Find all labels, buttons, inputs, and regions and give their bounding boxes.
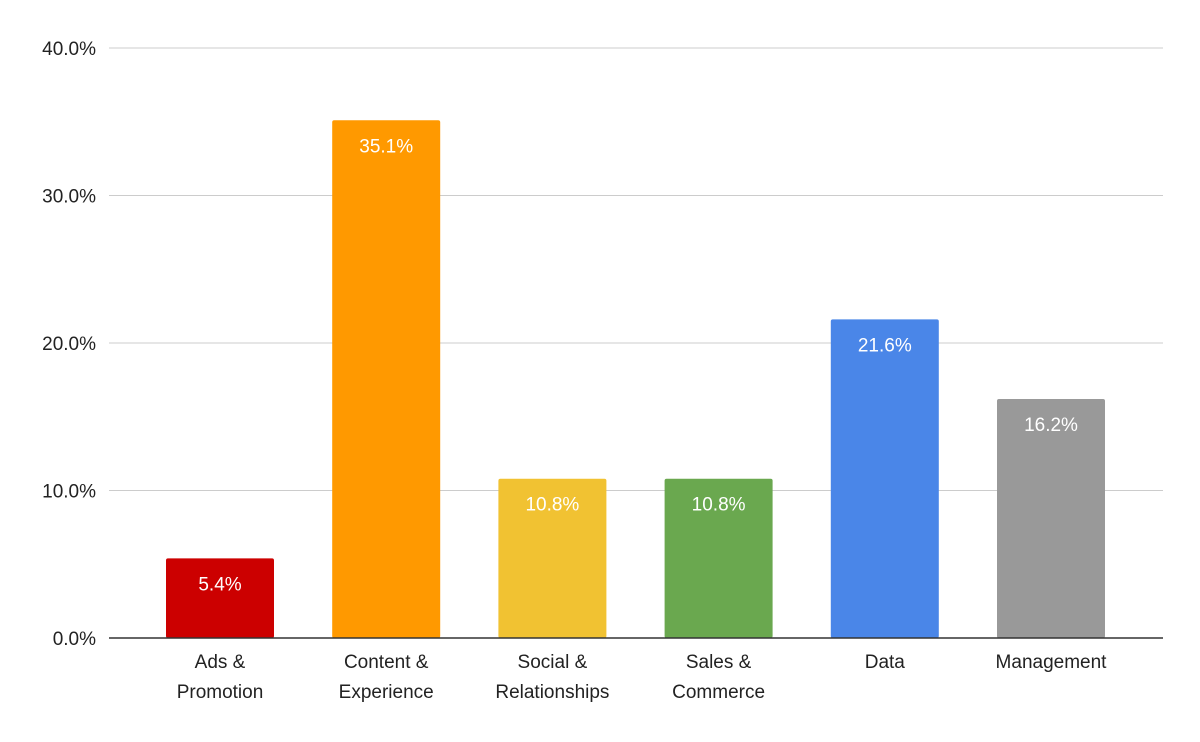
x-tick-label: Social &: [518, 652, 588, 673]
x-tick-label: Management: [996, 652, 1108, 673]
y-tick-label: 0.0%: [53, 629, 96, 650]
x-tick-label: Content &: [344, 652, 429, 673]
bar: [830, 319, 939, 638]
bar: [332, 120, 441, 638]
y-tick-label: 40.0%: [42, 39, 96, 60]
bar: [664, 478, 773, 638]
data-label: 16.2%: [1024, 415, 1078, 436]
y-tick-label: 20.0%: [42, 334, 96, 355]
data-label: 35.1%: [359, 136, 413, 157]
x-tick-label: Promotion: [177, 682, 264, 703]
y-tick-label: 10.0%: [42, 482, 96, 503]
data-label: 21.6%: [858, 335, 912, 356]
x-tick-label: Sales &: [686, 652, 752, 673]
bar: [997, 399, 1105, 638]
x-tick-label: Experience: [339, 682, 434, 703]
y-tick-label: 30.0%: [42, 187, 96, 208]
x-tick-label: Commerce: [672, 682, 765, 703]
data-label: 5.4%: [198, 574, 241, 595]
bar: [498, 478, 607, 638]
data-label: 10.8%: [692, 495, 746, 516]
x-tick-label: Data: [865, 652, 906, 673]
x-tick-label: Ads &: [195, 652, 246, 673]
bar: [166, 558, 274, 638]
x-tick-label: Relationships: [495, 682, 609, 703]
data-label: 10.8%: [525, 495, 579, 516]
